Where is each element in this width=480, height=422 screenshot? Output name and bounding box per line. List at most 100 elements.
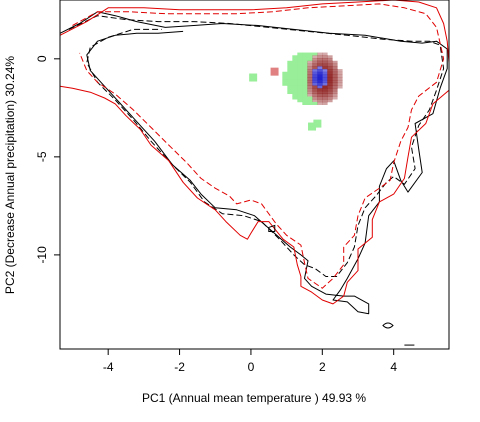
- y-axis-title: PC2 (Decrease Annual precipitation) 30.2…: [3, 56, 17, 294]
- density-cell: [287, 82, 293, 86]
- density-cell: [322, 63, 328, 67]
- density-cell: [312, 52, 318, 56]
- density-cell: [327, 66, 333, 70]
- density-cell: [332, 93, 338, 97]
- density-cell: [317, 101, 323, 105]
- density-cell: [327, 63, 333, 67]
- density-cell: [292, 58, 298, 62]
- density-cell: [287, 79, 293, 84]
- density-cell: [292, 74, 298, 78]
- density-cell: [307, 60, 313, 64]
- density-cell: [292, 79, 298, 84]
- density-cell: [297, 55, 303, 59]
- y-tick-label: 0: [35, 55, 49, 62]
- density-cell: [302, 90, 308, 95]
- density-cell: [302, 82, 308, 86]
- density-cell: [302, 79, 308, 84]
- density-cell: [307, 74, 313, 78]
- density-cell: [322, 90, 328, 95]
- density-cell: [322, 66, 328, 70]
- density-cell: [282, 82, 288, 86]
- density-cell: [307, 58, 313, 62]
- density-cell: [297, 93, 303, 97]
- density-cell: [307, 77, 313, 81]
- density-cell: [307, 63, 313, 67]
- density-cell: [317, 96, 323, 100]
- density-cell: [297, 90, 303, 95]
- density-cell: [317, 69, 323, 73]
- density-cell: [327, 93, 333, 97]
- density-cell: [317, 63, 323, 67]
- density-cell: [297, 69, 303, 73]
- density-cell: [317, 66, 323, 70]
- density-cell: [332, 88, 338, 92]
- density-cell: [317, 60, 323, 64]
- density-cell: [292, 85, 298, 89]
- density-cell: [302, 101, 308, 105]
- density-speck: [313, 119, 322, 128]
- contour-layer: [59, 0, 450, 346]
- density-cell: [287, 60, 293, 64]
- density-cell: [312, 96, 318, 100]
- density-cell: [332, 60, 338, 64]
- density-cell: [332, 79, 338, 84]
- density-cell: [312, 71, 318, 75]
- density-cell: [312, 79, 318, 84]
- density-cell: [297, 88, 303, 92]
- density-cell: [307, 69, 313, 73]
- density-cell: [317, 99, 323, 103]
- density-cell: [292, 93, 298, 97]
- density-cell: [297, 60, 303, 64]
- density-cell: [322, 99, 328, 103]
- density-cell: [312, 69, 318, 73]
- density-cell: [302, 96, 308, 100]
- x-tick-label: 2: [319, 360, 326, 374]
- density-cell: [302, 93, 308, 97]
- density-cell: [327, 90, 333, 95]
- density-cell: [292, 71, 298, 75]
- density-cell: [307, 79, 313, 84]
- density-cell: [327, 96, 333, 100]
- x-axis: -4 -2 0 2 4: [103, 348, 397, 374]
- density-cell: [312, 88, 318, 92]
- density-cell: [317, 88, 323, 92]
- density-cell: [327, 85, 333, 89]
- contour-line-3: [59, 0, 450, 305]
- density-cell: [327, 88, 333, 92]
- y-tick-label: -5: [35, 151, 49, 162]
- density-cell: [282, 74, 288, 78]
- density-cell: [312, 85, 318, 89]
- density-cell: [317, 55, 323, 59]
- density-cell: [332, 69, 338, 73]
- density-cell: [312, 63, 318, 67]
- density-cell: [337, 69, 343, 73]
- density-cell: [302, 60, 308, 64]
- density-cell: [317, 85, 323, 89]
- density-cell: [322, 85, 328, 89]
- density-cell: [287, 74, 293, 78]
- density-cell: [322, 77, 328, 81]
- density-cell: [307, 71, 313, 75]
- density-cell: [292, 69, 298, 73]
- density-cell: [302, 69, 308, 73]
- density-cell: [337, 77, 343, 81]
- density-cell: [332, 85, 338, 89]
- density-cell: [337, 79, 343, 84]
- density-cell: [287, 90, 293, 95]
- density-cell: [332, 90, 338, 95]
- density-cell: [322, 71, 328, 75]
- density-cell: [292, 88, 298, 92]
- density-cell: [297, 63, 303, 67]
- density-cell: [302, 99, 308, 103]
- density-cell: [337, 82, 343, 86]
- density-cell: [302, 85, 308, 89]
- density-cell: [297, 74, 303, 78]
- density-cell: [312, 58, 318, 62]
- density-cell: [297, 99, 303, 103]
- density-cell: [297, 66, 303, 70]
- density-cell: [292, 77, 298, 81]
- density-cell: [332, 66, 338, 70]
- density-cell: [307, 99, 313, 103]
- density-cell: [317, 90, 323, 95]
